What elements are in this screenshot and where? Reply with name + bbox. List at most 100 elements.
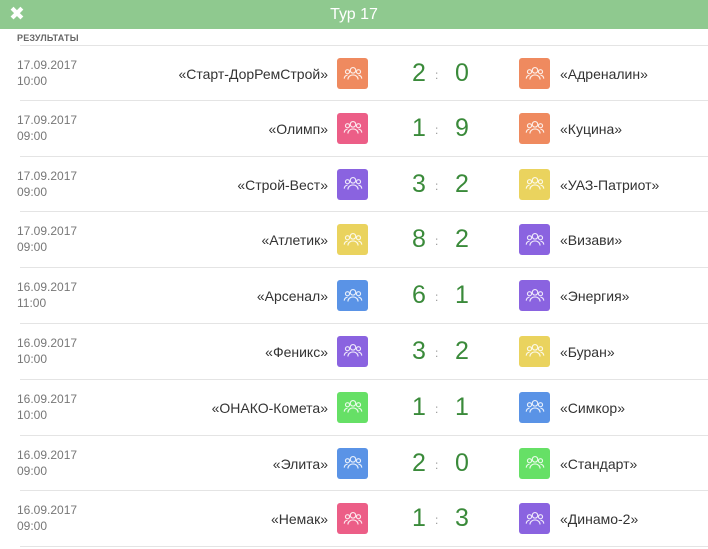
match-datetime: 16.09.2017 09:00 xyxy=(17,447,77,479)
score-separator: : xyxy=(435,401,439,416)
team-group-icon xyxy=(525,121,544,134)
away-score: 1 xyxy=(455,392,469,421)
team-group-icon xyxy=(343,344,362,358)
away-team-logo-icon[interactable] xyxy=(519,391,550,423)
away-team-name[interactable]: «Куцина» xyxy=(560,120,623,137)
match-time: 09:00 xyxy=(17,463,48,478)
match-date: 17.09.2017 xyxy=(17,168,78,183)
away-team-name[interactable]: «Стандарт» xyxy=(560,455,638,472)
match-datetime: 17.09.2017 10:00 xyxy=(17,57,77,89)
match-row[interactable]: 17.09.2017 09:00 «Атлетик» 8 : 2 xyxy=(17,212,708,269)
away-team-name[interactable]: «Буран» xyxy=(560,343,615,360)
away-score: 2 xyxy=(455,225,469,254)
match-date: 16.09.2017 xyxy=(17,391,78,406)
home-team-name[interactable]: «Старт-ДорРемСтрой» xyxy=(178,66,328,82)
away-score: 9 xyxy=(455,113,469,142)
team-group-icon xyxy=(525,288,544,302)
match-date: 17.09.2017 xyxy=(17,112,78,127)
away-team-name[interactable]: «Симкор» xyxy=(560,399,625,416)
score-separator: : xyxy=(435,234,439,249)
team-group-icon xyxy=(525,66,544,80)
home-team-name[interactable]: «Атлетик» xyxy=(261,232,328,249)
home-team-name[interactable]: «ОНАКО-Комета» xyxy=(211,399,328,416)
home-team-logo-icon[interactable] xyxy=(337,503,368,535)
home-score: 1 xyxy=(412,392,426,421)
match-date: 16.09.2017 xyxy=(17,280,78,295)
team-group-icon xyxy=(525,344,544,358)
away-team-logo-icon[interactable] xyxy=(519,447,550,479)
match-row[interactable]: 16.09.2017 11:00 «Арсенал» 6 : 1 xyxy=(17,268,708,324)
match-row[interactable]: 16.09.2017 09:00 «Немак» 1 : 3 xyxy=(17,491,708,548)
close-icon[interactable]: ✖ xyxy=(9,3,25,25)
match-datetime: 17.09.2017 09:00 xyxy=(17,112,77,144)
home-team-logo-icon[interactable] xyxy=(337,447,368,479)
home-team-name[interactable]: «Арсенал» xyxy=(256,288,328,305)
match-row[interactable]: 17.09.2017 09:00 «Строй-Вест» 3 : 2 xyxy=(17,157,708,213)
match-time: 09:00 xyxy=(17,519,48,534)
home-team-name[interactable]: «Феникс» xyxy=(265,343,328,360)
match-row[interactable]: 16.09.2017 09:00 «Элита» 2 : 0 xyxy=(17,436,708,492)
header-bar: ✖ Тур 17 xyxy=(0,0,708,29)
away-team-logo-icon[interactable] xyxy=(519,280,550,312)
match-datetime: 16.09.2017 10:00 xyxy=(17,391,77,423)
home-team-logo-icon[interactable] xyxy=(337,168,368,200)
away-team-name[interactable]: «Динамо-2» xyxy=(560,511,639,528)
away-team-logo-icon[interactable] xyxy=(519,58,550,89)
match-time: 09:00 xyxy=(17,184,48,199)
score-separator: : xyxy=(435,178,439,193)
away-team-logo-icon[interactable] xyxy=(519,224,550,256)
home-team-logo-icon[interactable] xyxy=(337,112,368,144)
match-row[interactable]: 16.09.2017 10:00 «Феникс» 3 : 2 xyxy=(17,324,708,380)
team-group-icon xyxy=(525,456,544,469)
away-team-name[interactable]: «Визави» xyxy=(560,232,623,249)
match-time: 09:00 xyxy=(17,128,48,143)
away-team-logo-icon[interactable] xyxy=(519,168,550,200)
match-list: 17.09.2017 10:00 «Старт-ДорРемСтрой» 2 :… xyxy=(0,45,708,548)
away-team-logo-icon[interactable] xyxy=(519,335,550,367)
home-team-logo-icon[interactable] xyxy=(337,391,368,423)
match-date: 16.09.2017 xyxy=(17,503,78,518)
page-title: Тур 17 xyxy=(330,6,378,23)
home-score: 8 xyxy=(412,225,426,254)
match-row[interactable]: 17.09.2017 09:00 «Олимп» 1 : 9 xyxy=(17,101,708,157)
team-group-icon xyxy=(343,288,362,302)
score-separator: : xyxy=(435,122,439,137)
home-team-name[interactable]: «Строй-Вест» xyxy=(237,176,328,193)
team-group-icon xyxy=(343,456,362,469)
match-date: 17.09.2017 xyxy=(17,58,78,72)
match-row[interactable]: 17.09.2017 10:00 «Старт-ДорРемСтрой» 2 :… xyxy=(17,45,708,101)
team-group-icon xyxy=(343,66,362,80)
home-score: 3 xyxy=(412,169,426,198)
home-team-logo-icon[interactable] xyxy=(337,58,368,89)
away-team-logo-icon[interactable] xyxy=(519,503,550,535)
away-score: 1 xyxy=(455,281,469,310)
away-team-name[interactable]: «Адреналин» xyxy=(560,66,648,82)
match-row[interactable]: 16.09.2017 10:00 «ОНАКО-Комета» 1 : 1 xyxy=(17,380,708,436)
score-separator: : xyxy=(435,68,439,82)
home-score: 1 xyxy=(412,113,426,142)
home-team-logo-icon[interactable] xyxy=(337,224,368,256)
match-time: 09:00 xyxy=(17,240,48,255)
match-time: 11:00 xyxy=(17,296,47,311)
home-team-name[interactable]: «Элита» xyxy=(272,455,328,472)
away-score: 2 xyxy=(455,169,469,198)
home-team-logo-icon[interactable] xyxy=(337,280,368,312)
away-team-name[interactable]: «Энергия» xyxy=(560,288,630,305)
section-label-results: РЕЗУЛЬТАТЫ xyxy=(17,33,79,43)
home-team-logo-icon[interactable] xyxy=(337,335,368,367)
team-group-icon xyxy=(525,400,544,413)
team-group-icon xyxy=(343,511,362,525)
home-score: 1 xyxy=(412,504,426,533)
team-group-icon xyxy=(343,177,362,190)
away-team-name[interactable]: «УАЗ-Патриот» xyxy=(560,176,660,193)
home-team-name[interactable]: «Олимп» xyxy=(268,120,329,137)
home-team-name[interactable]: «Немак» xyxy=(270,511,328,528)
team-group-icon xyxy=(525,177,544,190)
away-score: 0 xyxy=(455,59,469,87)
away-team-logo-icon[interactable] xyxy=(519,112,550,144)
match-date: 16.09.2017 xyxy=(17,447,78,462)
score-separator: : xyxy=(435,513,439,528)
match-datetime: 16.09.2017 11:00 xyxy=(17,279,77,311)
team-group-icon xyxy=(343,121,362,134)
match-datetime: 17.09.2017 09:00 xyxy=(17,168,77,200)
